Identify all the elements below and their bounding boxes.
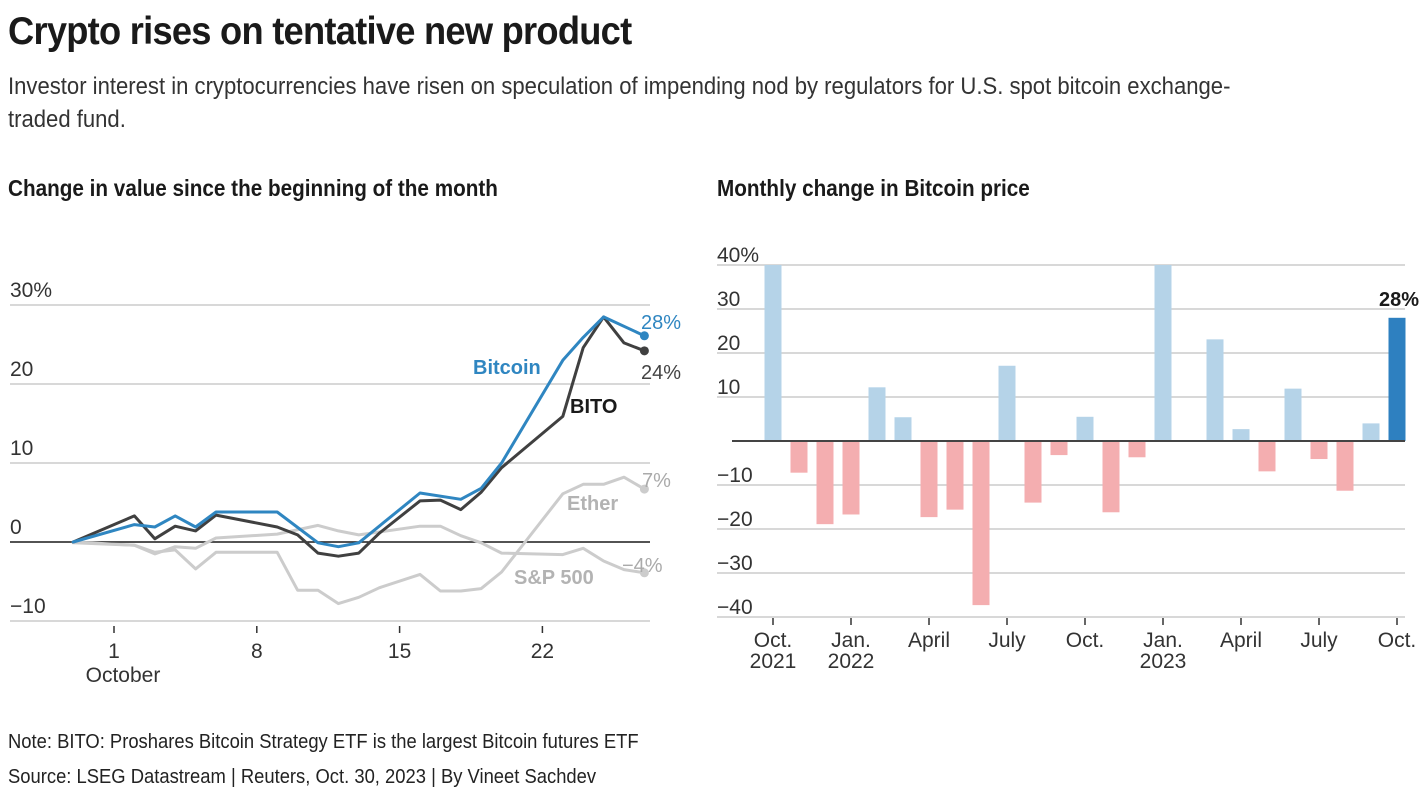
x-tick-label: 15 bbox=[388, 640, 411, 663]
x-tick-label: 1 bbox=[108, 640, 120, 663]
chart-title: Crypto rises on tentative new product bbox=[8, 10, 632, 53]
bar-mar-2023 bbox=[1206, 339, 1224, 441]
bar-chart-title: Monthly change in Bitcoin price bbox=[717, 175, 1030, 201]
bar-feb-2022 bbox=[868, 387, 886, 441]
source-credit: Source: LSEG Datastream | Reuters, Oct. … bbox=[8, 766, 597, 788]
footnote: Note: BITO: Proshares Bitcoin Strategy E… bbox=[8, 731, 639, 753]
bar-oct-2023 bbox=[1388, 317, 1406, 441]
bar-jul-2022 bbox=[998, 365, 1016, 441]
chart-subtitle: Investor interest in cryptocurrencies ha… bbox=[8, 73, 1231, 133]
x-tick-label: 22 bbox=[531, 640, 554, 663]
bar-chart-gridlines: −40 −30 −20 −10 10 20 30 40% bbox=[717, 244, 1405, 619]
x-tick-label: April bbox=[1220, 629, 1262, 652]
bar-oct-2021 bbox=[764, 265, 782, 441]
x-tick-label: 8 bbox=[251, 640, 263, 663]
y-tick-label: 20 bbox=[717, 332, 740, 355]
series-label-bitcoin: Bitcoin bbox=[473, 357, 541, 379]
bar-jul-2023 bbox=[1310, 441, 1328, 460]
x-tick-year-label: 2023 bbox=[1140, 650, 1187, 673]
y-tick-label: 30 bbox=[717, 288, 740, 311]
end-value-bitcoin: 28% bbox=[641, 312, 681, 334]
highlight-value-label: 28% bbox=[1379, 289, 1419, 311]
y-tick-label: 10 bbox=[10, 437, 33, 460]
bar-nov-2022 bbox=[1102, 441, 1120, 513]
series-end-dot-bitcoin bbox=[639, 331, 649, 341]
x-tick-label: Oct. bbox=[754, 629, 793, 652]
bar-aug-2023 bbox=[1336, 441, 1354, 491]
bar-mar-2022 bbox=[894, 417, 912, 441]
bar-jan-2022 bbox=[842, 441, 860, 515]
series-line-sp500 bbox=[71, 523, 646, 575]
series-label-sp500: S&P 500 bbox=[514, 567, 594, 589]
x-tick-year-label: 2021 bbox=[750, 650, 797, 673]
line-chart-title: Change in value since the beginning of t… bbox=[8, 175, 498, 201]
line-chart-series bbox=[71, 315, 649, 606]
x-tick-label: April bbox=[908, 629, 950, 652]
x-tick-year-label: 2022 bbox=[828, 650, 875, 673]
bar-aug-2022 bbox=[1024, 441, 1042, 503]
x-tick-label: Jan. bbox=[1143, 629, 1183, 652]
bar-dec-2022 bbox=[1128, 441, 1146, 458]
series-label-ether: Ether bbox=[567, 493, 618, 515]
y-tick-label: −40 bbox=[717, 596, 753, 619]
y-tick-label: −10 bbox=[717, 464, 753, 487]
bar-apr-2022 bbox=[920, 441, 938, 518]
y-tick-label: −10 bbox=[10, 595, 46, 618]
end-value-sp500: −4% bbox=[622, 555, 663, 577]
bar-jun-2023 bbox=[1284, 388, 1302, 441]
end-value-bito: 24% bbox=[641, 362, 681, 384]
x-tick-label: Oct. bbox=[1066, 629, 1105, 652]
y-tick-label: −30 bbox=[717, 552, 753, 575]
x-tick-label: July bbox=[988, 629, 1026, 652]
line-chart-x-axis: October 1 8 15 22 bbox=[86, 626, 554, 687]
bar-apr-2023 bbox=[1232, 429, 1250, 441]
series-end-dot-ether bbox=[639, 484, 649, 494]
bar-jan-2023 bbox=[1154, 265, 1172, 441]
bar-chart-bars bbox=[764, 265, 1406, 606]
bar-jun-2022 bbox=[972, 441, 990, 606]
y-tick-label: 10 bbox=[717, 376, 740, 399]
x-tick-label: July bbox=[1300, 629, 1338, 652]
y-tick-label: −20 bbox=[717, 508, 753, 531]
x-tick-label: Oct. bbox=[1378, 629, 1417, 652]
series-end-dot-bito bbox=[639, 346, 649, 356]
y-tick-label: 30% bbox=[10, 279, 52, 302]
series-line-bito bbox=[71, 315, 646, 558]
end-value-ether: 7% bbox=[642, 470, 671, 492]
line-chart-gridlines: −10 0 10 20 30% bbox=[10, 279, 650, 622]
series-line-ether bbox=[71, 475, 646, 606]
x-tick-label: Jan. bbox=[831, 629, 871, 652]
bar-sep-2023 bbox=[1362, 423, 1380, 441]
bar-nov-2021 bbox=[790, 441, 808, 473]
series-end-dot-sp500 bbox=[639, 568, 649, 578]
bar-oct-2022 bbox=[1076, 416, 1094, 441]
line-chart: −10 0 10 20 30% October 1 8 15 22 Bitcoin BITO … bbox=[10, 279, 681, 687]
bar-sep-2022 bbox=[1050, 441, 1068, 456]
line-chart-series-labels: Bitcoin BITO Ether S&P 500 28% 24% 7% −4… bbox=[473, 312, 681, 589]
y-tick-label: 0 bbox=[10, 516, 22, 539]
series-line-bitcoin bbox=[71, 315, 646, 549]
series-label-bito: BITO bbox=[570, 396, 617, 418]
bar-dec-2021 bbox=[816, 441, 834, 525]
y-tick-label: 20 bbox=[10, 358, 33, 381]
y-tick-label: 40% bbox=[717, 244, 759, 267]
bar-may-2023 bbox=[1258, 441, 1276, 472]
bar-may-2022 bbox=[946, 441, 964, 510]
x-axis-month-label: October bbox=[86, 664, 161, 687]
